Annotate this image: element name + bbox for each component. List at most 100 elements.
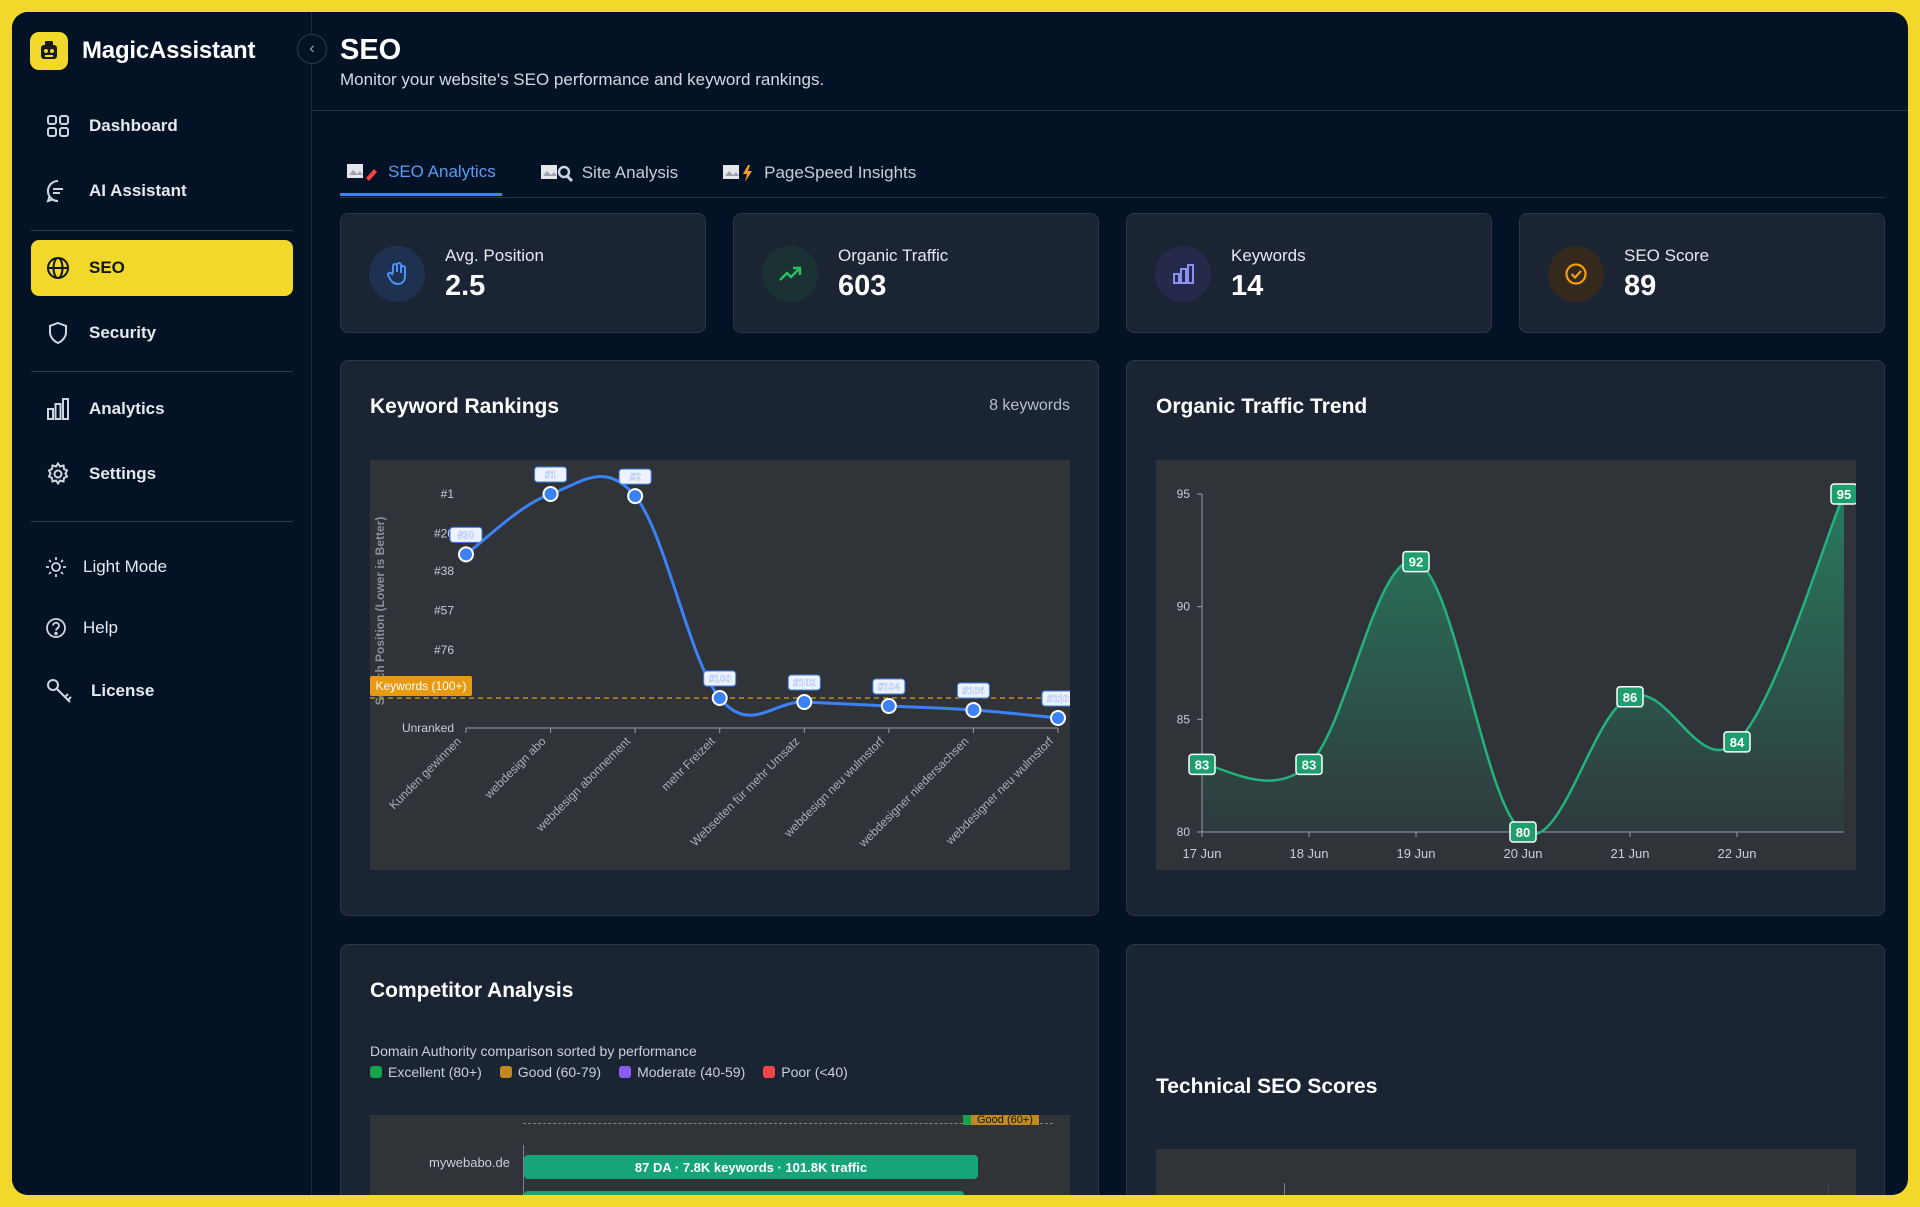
competitor-axis xyxy=(523,1145,524,1195)
y-tick-label: 85 xyxy=(1177,712,1191,726)
data-label: 83 xyxy=(1302,757,1316,772)
sidebar-item-dashboard[interactable]: Dashboard xyxy=(31,98,293,154)
tab-label: Site Analysis xyxy=(581,163,679,182)
page-subtitle: Monitor your website's SEO performance a… xyxy=(340,70,825,89)
tab-bar: SEO Analytics Site Analysis PageSpeed In… xyxy=(340,150,1885,198)
legend-swatch xyxy=(619,1066,632,1078)
tab-seo-analytics[interactable]: SEO Analytics xyxy=(340,150,502,196)
sidebar-item-label: Analytics xyxy=(89,399,165,418)
gear-icon xyxy=(47,461,69,486)
y-tick-label: 95 xyxy=(1177,487,1191,501)
x-tick-label: 19 Jun xyxy=(1396,846,1435,861)
sidebar-item-analytics[interactable]: Analytics xyxy=(31,381,293,437)
data-label-badge xyxy=(1188,753,1216,776)
data-point xyxy=(965,702,982,718)
stat-label: Keywords xyxy=(1231,246,1306,265)
tab-label: SEO Analytics xyxy=(388,161,496,181)
data-point xyxy=(1050,710,1066,726)
sidebar-item-label: SEO xyxy=(89,258,125,277)
sun-icon xyxy=(46,557,66,577)
x-tick-label: 18 Jun xyxy=(1289,846,1328,861)
data-label-badge xyxy=(1402,550,1430,573)
data-point xyxy=(880,698,897,714)
y-tick-label: #76 xyxy=(434,643,454,657)
page-title: SEO xyxy=(340,34,402,66)
technical-seo-chart xyxy=(1156,1149,1856,1195)
sidebar-item-security[interactable]: Security xyxy=(31,305,293,361)
y-tick-label: 80 xyxy=(1177,825,1191,839)
legend-item-excellent: Excellent (80+) xyxy=(370,1064,482,1080)
stat-value: 2.5 xyxy=(445,270,486,302)
sidebar-divider xyxy=(31,230,293,231)
keyword-count: 8 keywords xyxy=(989,397,1070,414)
sidebar-item-ai-assistant[interactable]: AI Assistant xyxy=(31,163,293,219)
bar-chart-icon xyxy=(47,398,69,420)
data-label-badge xyxy=(1041,690,1070,707)
broken-image-icon xyxy=(722,163,756,183)
data-label: #110 xyxy=(1047,694,1069,705)
broken-image-icon xyxy=(346,162,380,182)
y-axis-label: Search Position (Lower is Better) xyxy=(373,517,387,706)
main-content: SEO Monitor your website's SEO performan… xyxy=(312,12,1908,1195)
traffic-area xyxy=(1202,494,1844,835)
stat-card-organic-traffic: Organic Traffic 603 xyxy=(733,213,1099,333)
data-label-badge xyxy=(872,678,906,695)
data-label-badge xyxy=(449,526,483,543)
stat-label: Avg. Position xyxy=(445,246,544,265)
data-point xyxy=(796,694,813,710)
sidebar-item-label: Help xyxy=(83,618,118,637)
data-label: 86 xyxy=(1623,690,1637,705)
competitor-bar[interactable]: 87 DA · 7.8K keywords · 101.8K traffic xyxy=(524,1155,978,1179)
data-label-badge xyxy=(1616,686,1644,708)
legend-label: Poor (<40) xyxy=(781,1064,848,1080)
tab-label: PageSpeed Insights xyxy=(764,163,917,182)
stat-card-seo-score: SEO Score 89 xyxy=(1519,213,1885,333)
panel-title: Keyword Rankings xyxy=(370,395,560,418)
pointer-hand-icon xyxy=(369,246,425,302)
sidebar-item-label: Security xyxy=(89,323,157,342)
competitor-domain: mywebabo.de xyxy=(429,1155,510,1170)
stat-card-avg-position: Avg. Position 2.5 xyxy=(340,213,706,333)
legend-swatch xyxy=(499,1066,512,1078)
stat-label: Organic Traffic xyxy=(838,246,949,265)
chat-icon xyxy=(46,179,63,203)
app-name: MagicAssistant xyxy=(82,37,256,64)
tab-pagespeed-insights[interactable]: PageSpeed Insights xyxy=(716,150,922,196)
legend-item-poor: Poor (<40) xyxy=(763,1064,848,1080)
competitor-bar[interactable] xyxy=(524,1191,964,1195)
data-label: 83 xyxy=(1195,757,1209,772)
data-point xyxy=(542,486,559,502)
sidebar-item-seo[interactable]: SEO xyxy=(31,240,293,296)
x-tick-label: 20 Jun xyxy=(1503,846,1542,861)
sidebar-item-help[interactable]: Help xyxy=(31,600,293,656)
sidebar-divider xyxy=(31,371,293,372)
stat-value: 14 xyxy=(1231,270,1264,302)
keyword-rankings-panel: Keyword Rankings 8 keywords Search Posit… xyxy=(340,360,1099,916)
organic-traffic-chart: 80 85 90 95 17 Jun 18 Jun 19 Jun 20 Jun 21 Jun 22… xyxy=(1156,460,1856,870)
sidebar-item-label: Settings xyxy=(89,464,157,483)
sidebar-item-license[interactable]: License xyxy=(31,663,293,719)
data-label-badge xyxy=(618,468,652,485)
y-tick-label: #38 xyxy=(434,564,454,578)
legend-item-moderate: Moderate (40-59) xyxy=(619,1064,745,1080)
y-tick-label: Unranked xyxy=(402,721,454,735)
tab-site-analysis[interactable]: Site Analysis xyxy=(534,150,684,196)
data-label: 80 xyxy=(1516,825,1530,840)
data-label-badge xyxy=(1509,821,1537,843)
legend-label: Moderate (40-59) xyxy=(637,1064,746,1080)
brand[interactable]: MagicAssistant xyxy=(30,32,255,70)
keyword-rankings-chart: Search Position (Lower is Better) #1 #20 #3… xyxy=(370,460,1070,870)
stat-label: SEO Score xyxy=(1624,246,1710,265)
data-label-badge xyxy=(956,682,990,699)
collapse-sidebar-button[interactable]: ‹ xyxy=(297,34,327,64)
data-label-badge xyxy=(1295,753,1323,776)
x-tick-label: 22 Jun xyxy=(1717,846,1756,861)
sidebar-item-settings[interactable]: Settings xyxy=(31,446,293,502)
y-tick-label: #20 xyxy=(434,527,454,541)
sidebar-item-light-mode[interactable]: Light Mode xyxy=(31,539,293,595)
legend-item-good: Good (60-79) xyxy=(499,1064,601,1080)
panel-title: Technical SEO Scores xyxy=(1156,1075,1378,1098)
header-divider xyxy=(312,110,1908,111)
data-label: #1 xyxy=(545,470,557,481)
data-label: 84 xyxy=(1730,735,1745,750)
